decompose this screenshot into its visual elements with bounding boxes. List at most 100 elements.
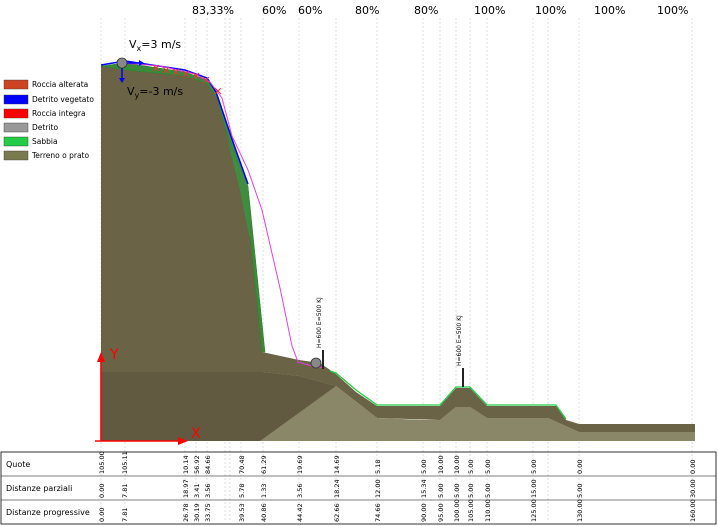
pct-label-6: 100% (535, 4, 566, 17)
table-cell-progressive-1: 7.81 (121, 508, 129, 522)
table-cell-parziali-5: 5.78 (238, 484, 246, 498)
pct-label-1: 60% (262, 4, 286, 17)
legend: Roccia alterata Detrito vegetato Roccia … (3, 79, 94, 161)
table-cell-progressive-3: 30.19 (193, 503, 201, 522)
table-cell-parziali-1: 7.81 (121, 484, 129, 498)
table-cell-progressive-13: 105.00 (467, 499, 475, 522)
barrier-label-1: H=600 E=500 KJ (316, 297, 323, 348)
lower-green-line (329, 370, 567, 420)
table-cell-quote-8: 14.69 (333, 455, 341, 474)
table-cell-parziali-17: 30.00 (689, 479, 697, 498)
table-cell-quote-16: 0.00 (576, 460, 584, 474)
table-cell-quote-5: 70.48 (238, 455, 246, 474)
barrier-2: H=600 E=500 KJ (456, 315, 464, 387)
table-cell-quote-1: 105.11 (121, 451, 129, 474)
table-cell-progressive-15: 125.00 (530, 499, 538, 522)
table-cell-progressive-0: 0.00 (98, 508, 106, 522)
pct-label-2: 60% (298, 4, 322, 17)
data-table: Quote Distanze parziali Distanze progres… (0, 451, 717, 525)
table-cell-progressive-5: 39.53 (238, 503, 246, 522)
table-cell-quote-7: 19.69 (296, 455, 304, 474)
table-cell-parziali-15: 15.00 (530, 479, 538, 498)
table-cell-progressive-2: 26.78 (182, 503, 190, 522)
table-cell-parziali-8: 18.24 (333, 479, 341, 498)
table-cell-quote-13: 5.00 (467, 460, 475, 474)
row-label-quote: Quote (6, 460, 30, 469)
boulder-start-icon (116, 57, 128, 69)
legend-label-sabbia: Sabbia (32, 137, 58, 146)
table-cell-quote-15: 5.00 (530, 460, 538, 474)
table-cell-progressive-4: 33.75 (204, 503, 212, 522)
table-cell-parziali-0: 0.00 (98, 484, 106, 498)
row-label-parziali: Distanze parziali (6, 484, 72, 493)
slope-percentages: 83,33% 60% 60% 80% 80% 100% 100% 100% 10… (192, 4, 688, 17)
terrain-body (101, 66, 695, 432)
table-cell-progressive-17: 160.00 (689, 499, 697, 522)
table-cell-progressive-14: 110.00 (484, 499, 492, 522)
boulder-end-icon (310, 357, 322, 369)
impact-markers (152, 64, 222, 95)
table-cell-parziali-9: 12.00 (374, 479, 382, 498)
table-cell-quote-14: 5.00 (484, 460, 492, 474)
legend-swatch-roccia-integra (3, 108, 29, 119)
velocity-arrows (119, 60, 144, 83)
barrier-label-2: H=600 E=500 KJ (456, 315, 463, 366)
table-cell-parziali-3: 3.41 (193, 484, 201, 498)
legend-label-terreno: Terreno o prato (31, 151, 89, 160)
pct-label-5: 100% (474, 4, 505, 17)
table-cell-progressive-9: 74.66 (374, 503, 382, 522)
trajectory-line (121, 62, 325, 369)
table-cell-quote-9: 5.18 (374, 460, 382, 474)
table-cell-quote-4: 84.66 (204, 455, 212, 474)
legend-label-roccia-alterata: Roccia alterata (32, 80, 88, 89)
table-cell-parziali-16: 5.00 (576, 484, 584, 498)
pct-label-7: 100% (594, 4, 625, 17)
table-cell-progressive-16: 130.00 (576, 499, 584, 522)
table-cell-quote-10: 5.00 (420, 460, 428, 474)
x-axis-label: X (191, 426, 201, 442)
vy-label: Vy=-3 m/s (127, 85, 183, 100)
table-cell-progressive-11: 95.00 (437, 503, 445, 522)
pct-label-4: 80% (414, 4, 438, 17)
table-cell-parziali-13: 5.00 (467, 484, 475, 498)
green-wedge (228, 142, 250, 240)
pct-label-0: 83,33% (192, 4, 234, 17)
table-cell-quote-6: 61.29 (260, 455, 268, 474)
table-cell-parziali-10: 15.34 (420, 479, 428, 498)
legend-swatch-terreno (3, 150, 29, 161)
axes: Y X (95, 347, 201, 445)
table-cell-parziali-12: 5.00 (453, 484, 461, 498)
table-cell-progressive-10: 90.00 (420, 503, 428, 522)
legend-label-detrito: Detrito (32, 123, 58, 132)
legend-label-detrito-vegetato: Detrito vegetato (32, 95, 94, 104)
table-cell-progressive-6: 40.86 (260, 503, 268, 522)
legend-swatch-roccia-alterata (3, 79, 29, 90)
legend-swatch-detrito (3, 122, 29, 133)
table-cell-quote-11: 10.00 (437, 455, 445, 474)
y-axis-label: Y (109, 347, 119, 363)
table-cell-parziali-14: 5.00 (484, 484, 492, 498)
table-cell-parziali-7: 3.56 (296, 484, 304, 498)
table-cell-progressive-8: 62.66 (333, 503, 341, 522)
pct-label-8: 100% (657, 4, 688, 17)
table-cell-parziali-4: 3.56 (204, 484, 212, 498)
terrain-deep (101, 372, 336, 441)
legend-swatch-detrito-vegetato (3, 94, 29, 105)
table-cell-quote-12: 10.00 (453, 455, 461, 474)
barrier-1: H=600 E=500 KJ (316, 297, 324, 369)
table-cell-quote-0: 105.00 (98, 451, 106, 474)
table-cell-progressive-7: 44.42 (296, 503, 304, 522)
row-label-progressive: Distanze progressive (6, 508, 90, 517)
pct-label-3: 80% (355, 4, 379, 17)
table-cell-quote-3: 56.92 (193, 455, 201, 474)
table-cell-quote-17: 0.00 (689, 460, 697, 474)
legend-label-roccia-integra: Roccia integra (32, 109, 86, 118)
table-cell-parziali-6: 1.33 (260, 484, 268, 498)
vx-label: Vx=3 m/s (129, 38, 181, 53)
table-cell-parziali-11: 5.00 (437, 484, 445, 498)
table-cell-quote-2: 10.14 (182, 455, 190, 474)
table-cell-parziali-2: 18.97 (182, 479, 190, 498)
table-cell-progressive-12: 100.00 (453, 499, 461, 522)
legend-swatch-sabbia (3, 136, 29, 147)
